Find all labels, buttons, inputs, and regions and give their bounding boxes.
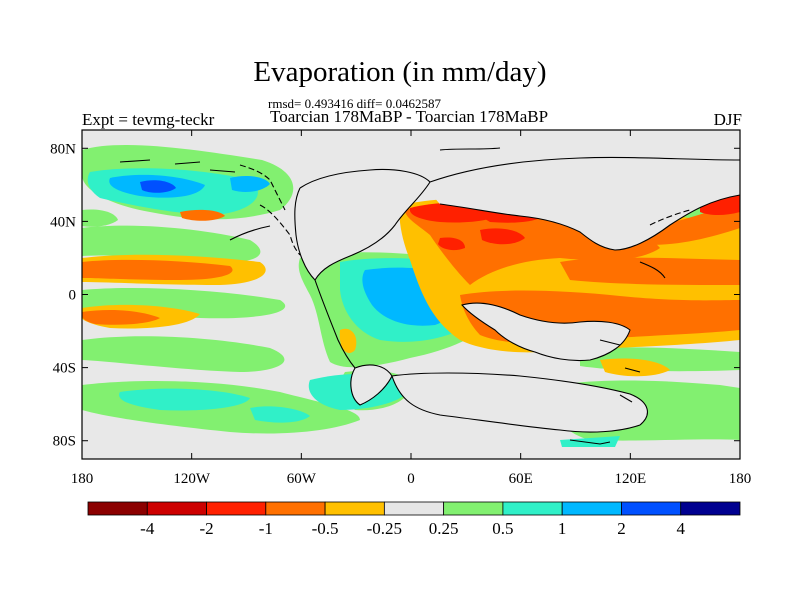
y-tick-label: 40S [53, 361, 76, 377]
colorbar-swatch [383, 501, 445, 516]
colorbar [87, 501, 741, 516]
season-label: DJF [713, 110, 742, 129]
colorbar-label: -2 [199, 519, 213, 538]
colorbar-swatch [146, 501, 207, 516]
map-field [82, 130, 740, 459]
colorbar-swatch [502, 501, 563, 516]
map-subtitle: Toarcian 178MaBP - Toarcian 178MaBP [270, 107, 549, 126]
colorbar-swatch [206, 501, 267, 516]
colorbar-swatch [621, 501, 682, 516]
colorbar-label: -1 [259, 519, 273, 538]
y-tick-label: 80N [50, 141, 76, 157]
colorbar-label: 1 [558, 519, 567, 538]
x-tick-label: 180 [729, 471, 752, 487]
colorbar-label: 4 [676, 519, 685, 538]
y-tick-label: 0 [69, 288, 77, 304]
colorbar-label: -4 [140, 519, 155, 538]
x-tick-label: 120W [173, 471, 211, 487]
x-tick-label: 0 [407, 471, 415, 487]
experiment-label: Expt = tevmg-teckr [82, 110, 215, 129]
colorbar-swatch [324, 501, 385, 516]
y-tick-label: 40N [50, 214, 76, 230]
coastlines [119, 147, 740, 445]
stats-line: rmsd= 0.493416 diff= 0.0462587 [268, 96, 441, 111]
tick-marks [81, 130, 741, 459]
colorbar-swatch [265, 501, 326, 516]
positive-darkblue-areas [140, 180, 176, 193]
y-tick-labels: 80N 40N 0 40S 80S [50, 141, 76, 449]
x-tick-labels: 180 120W 60W 0 60E 120E 180 [71, 471, 752, 487]
x-tick-label: 60W [287, 471, 317, 487]
continents [294, 157, 740, 433]
x-tick-label: 120E [614, 471, 646, 487]
colorbar-label: -0.25 [367, 519, 402, 538]
map-title: Evaporation (in mm/day) [253, 56, 547, 88]
colorbar-swatch [680, 501, 741, 516]
colorbar-labels: -4 -2 -1 -0.5 -0.25 0.25 0.5 1 2 4 [140, 519, 685, 538]
colorbar-swatch [443, 501, 504, 516]
colorbar-label: 2 [617, 519, 626, 538]
x-tick-label: 180 [71, 471, 94, 487]
x-tick-label: 60E [509, 471, 533, 487]
colorbar-label: 0.5 [492, 519, 513, 538]
colorbar-swatch [561, 501, 622, 516]
colorbar-swatch [87, 501, 148, 516]
colorbar-label: 0.25 [429, 519, 459, 538]
north-cap [82, 130, 740, 169]
colorbar-label: -0.5 [312, 519, 339, 538]
y-tick-label: 80S [53, 434, 76, 450]
